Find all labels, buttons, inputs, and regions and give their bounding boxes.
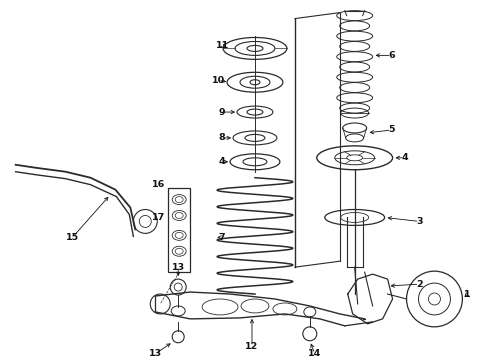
Text: 2: 2 [416, 280, 423, 289]
Text: 10: 10 [212, 76, 224, 85]
Text: 11: 11 [216, 41, 229, 50]
Text: 12: 12 [245, 342, 259, 351]
Text: 13: 13 [172, 263, 185, 272]
Bar [168, 188, 190, 272]
Text: 3: 3 [416, 217, 423, 226]
Text: 7: 7 [219, 233, 225, 242]
Text: 4: 4 [219, 157, 225, 166]
Text: 1: 1 [464, 289, 471, 298]
Text: 8: 8 [219, 134, 225, 143]
Text: 13: 13 [148, 349, 162, 358]
Text: 14: 14 [308, 349, 321, 358]
Text: 9: 9 [219, 108, 225, 117]
Text: 6: 6 [388, 51, 395, 60]
Text: 15: 15 [66, 233, 79, 242]
Text: 5: 5 [389, 125, 395, 134]
Text: 17: 17 [151, 213, 165, 222]
Text: 16: 16 [151, 180, 165, 189]
Text: 4: 4 [401, 153, 408, 162]
